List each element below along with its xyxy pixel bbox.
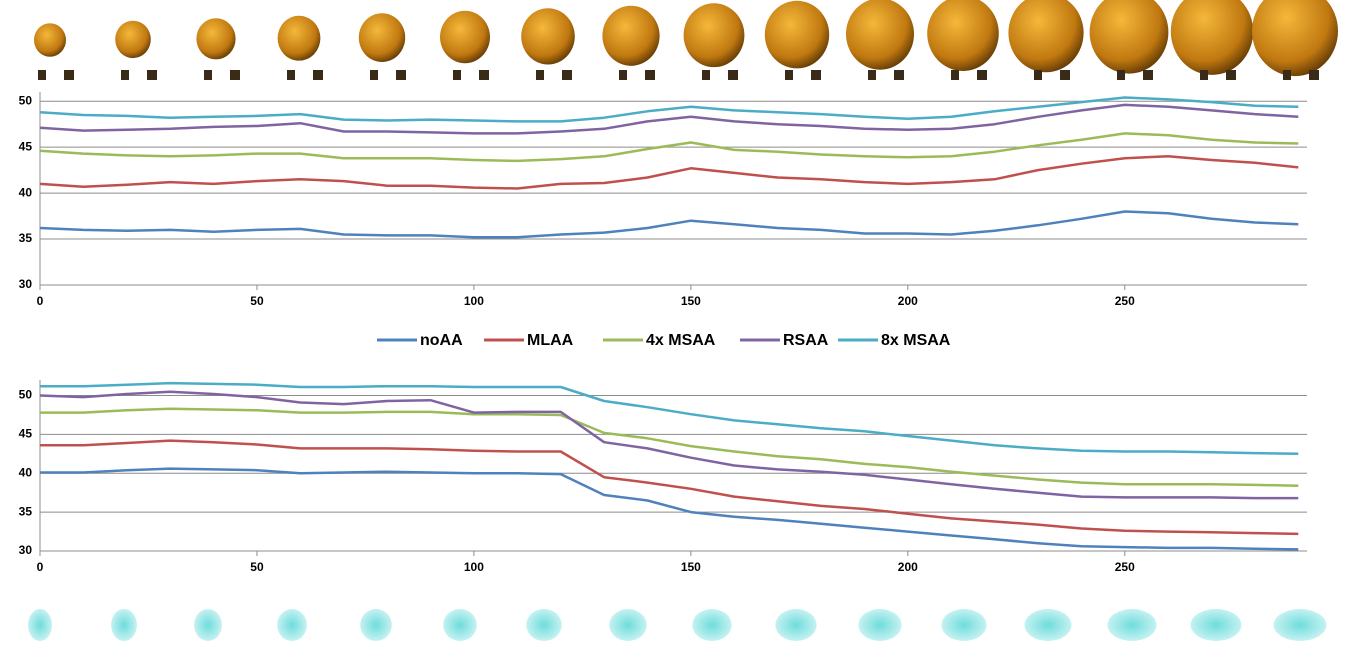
page: 30 35 40 45 50 0 50 100 150 200 250 30 35 40 45 50 0 50 10… — [0, 0, 1358, 664]
y-tick-label: 50 — [19, 93, 33, 107]
legend-label: RSAA — [783, 332, 829, 349]
figure-feet — [1034, 70, 1042, 80]
x-tick-label: 150 — [681, 560, 701, 574]
x-tick-label: 50 — [250, 560, 264, 574]
y-tick-label: 40 — [19, 185, 33, 199]
y-tick-label: 30 — [19, 277, 33, 291]
x-tick-label: 250 — [1115, 560, 1135, 574]
dragon-image — [1274, 609, 1327, 641]
figure-feet — [1117, 70, 1125, 80]
y-tick-label: 50 — [19, 388, 33, 402]
face-image — [1090, 0, 1169, 74]
series-line — [40, 392, 1298, 498]
dragon-image — [28, 609, 52, 641]
dragon-image — [1108, 609, 1157, 641]
face-image — [34, 23, 66, 57]
figure-feet — [728, 70, 738, 80]
figure-feet — [619, 70, 627, 80]
legend-label: 8x MSAA — [881, 332, 951, 349]
y-tick-label: 45 — [19, 427, 33, 441]
face-image — [846, 0, 914, 70]
series-line — [40, 469, 1298, 550]
figure-feet — [453, 70, 461, 80]
series-line — [40, 409, 1298, 486]
x-tick-label: 100 — [464, 560, 484, 574]
y-tick-label: 45 — [19, 139, 33, 153]
face-image — [440, 11, 490, 64]
y-tick-label: 30 — [19, 543, 33, 557]
dragon-image — [858, 609, 901, 641]
figure-feet — [645, 70, 655, 80]
legend-label: MLAA — [527, 332, 574, 349]
figure-feet — [894, 70, 904, 80]
figure-feet — [785, 70, 793, 80]
dragon-image — [360, 609, 392, 641]
figure-feet — [313, 70, 323, 80]
dragon-image — [609, 609, 646, 641]
face-image — [196, 18, 235, 59]
legend-label: noAA — [420, 332, 463, 349]
figure-feet — [147, 70, 157, 80]
figure-feet — [977, 70, 987, 80]
y-tick-label: 40 — [19, 465, 33, 479]
figure-feet — [562, 70, 572, 80]
figure-feet — [536, 70, 544, 80]
dragon-image — [1191, 609, 1242, 641]
x-tick-label: 0 — [37, 294, 44, 308]
face-image — [1252, 0, 1338, 76]
dragon-image — [775, 609, 816, 641]
figure-feet — [951, 70, 959, 80]
figure-feet — [396, 70, 406, 80]
figure-feet — [811, 70, 821, 80]
y-tick-label: 35 — [19, 231, 33, 245]
dragon-image — [111, 609, 137, 641]
figure-feet — [38, 70, 46, 80]
figure-feet — [230, 70, 240, 80]
face-image — [765, 1, 829, 69]
x-tick-label: 100 — [464, 294, 484, 308]
figure-feet — [370, 70, 378, 80]
dragon-image — [526, 609, 562, 641]
figure-feet — [1143, 70, 1153, 80]
figure-feet — [1200, 70, 1208, 80]
x-tick-label: 200 — [898, 560, 918, 574]
figure-feet — [1309, 70, 1319, 80]
dragon-image — [941, 609, 986, 641]
x-tick-label: 150 — [681, 294, 701, 308]
figure-feet — [868, 70, 876, 80]
dragon-image — [443, 609, 477, 641]
face-image — [359, 13, 405, 62]
x-tick-label: 50 — [250, 294, 264, 308]
x-tick-label: 250 — [1115, 294, 1135, 308]
figure-feet — [121, 70, 129, 80]
y-tick-label: 35 — [19, 504, 33, 518]
figure-feet — [1060, 70, 1070, 80]
x-tick-label: 0 — [37, 560, 44, 574]
face-image — [278, 16, 321, 61]
legend-label: 4x MSAA — [646, 332, 716, 349]
chart: 30 35 40 45 50 0 50 100 150 200 250 30 35 40 45 50 0 50 10… — [0, 0, 1358, 664]
dragon-image — [1024, 609, 1071, 641]
face-image — [521, 8, 575, 64]
x-tick-label: 200 — [898, 294, 918, 308]
figure-feet — [702, 70, 710, 80]
figure-feet — [1226, 70, 1236, 80]
series-line — [40, 212, 1298, 238]
figure-feet — [64, 70, 74, 80]
face-image — [684, 3, 745, 67]
dragon-image — [692, 609, 731, 641]
dragon-image — [194, 609, 222, 641]
series-line — [40, 441, 1298, 534]
dragon-image — [277, 609, 307, 641]
face-image — [927, 0, 999, 71]
face-image — [115, 21, 151, 58]
figure-feet — [204, 70, 212, 80]
face-image — [1171, 0, 1253, 75]
figure-feet — [287, 70, 295, 80]
figure-feet — [1283, 70, 1291, 80]
face-image — [1008, 0, 1083, 72]
face-image — [602, 6, 659, 66]
series-line — [40, 156, 1298, 188]
figure-feet — [479, 70, 489, 80]
